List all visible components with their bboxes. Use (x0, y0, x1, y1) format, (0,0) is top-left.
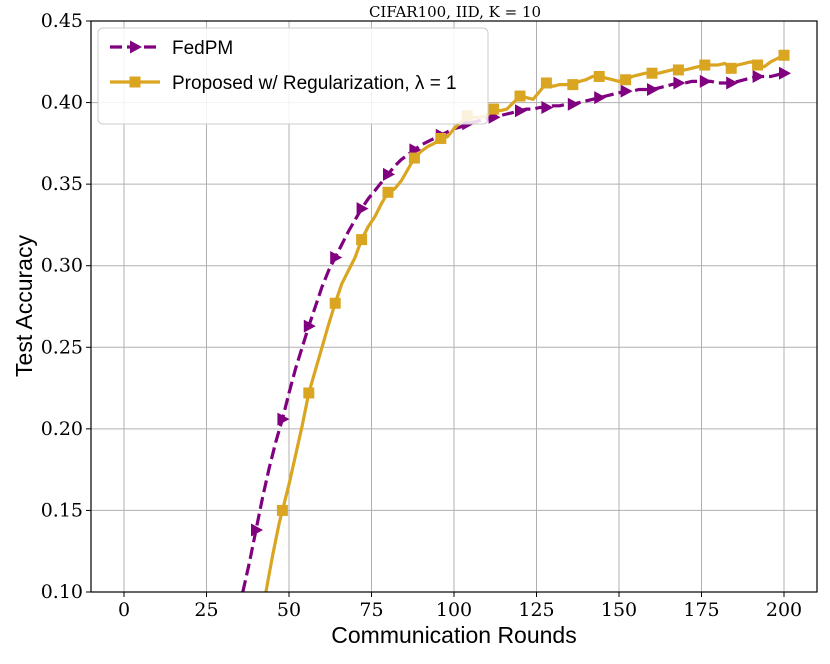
data-point (620, 74, 632, 86)
legend-label: FedPM (172, 38, 233, 59)
data-point (382, 186, 394, 198)
data-point (752, 59, 764, 71)
data-point (620, 84, 633, 98)
x-tick-label: 75 (359, 599, 383, 621)
x-tick-label: 125 (518, 599, 554, 621)
y-tick-label: 0.20 (41, 418, 83, 440)
data-point (277, 412, 290, 426)
x-tick-label: 175 (683, 599, 719, 621)
series-line (241, 71, 785, 593)
data-point (435, 132, 447, 144)
data-point (303, 387, 315, 399)
data-point (329, 297, 341, 309)
x-tick-label: 0 (118, 599, 130, 621)
y-tick-label: 0.45 (41, 10, 83, 32)
data-point (673, 76, 686, 90)
y-tick-label: 0.15 (41, 499, 83, 521)
legend: FedPM Proposed w/ Regularization, λ = 1 (97, 27, 489, 125)
data-point (514, 90, 526, 102)
data-point (646, 67, 658, 79)
series-proposed (264, 49, 790, 593)
data-point (330, 251, 343, 265)
y-tick-label: 0.30 (41, 255, 83, 277)
y-axis-label: Test Accuracy (11, 235, 37, 377)
data-point (752, 69, 765, 83)
data-point (567, 79, 579, 91)
data-point (647, 83, 659, 97)
legend-label: Proposed w/ Regularization, λ = 1 (172, 73, 457, 94)
series-layer (241, 49, 791, 593)
data-point (725, 62, 737, 74)
data-point (540, 77, 552, 89)
data-point (356, 234, 368, 246)
series-fedpm (241, 66, 791, 593)
data-point (383, 167, 395, 181)
x-tick-label: 50 (277, 599, 301, 621)
data-point (408, 152, 420, 164)
legend-marker (130, 40, 142, 54)
series-line (264, 53, 785, 593)
x-tick-label: 150 (601, 599, 637, 621)
legend-entry: FedPM (110, 38, 233, 59)
data-point (356, 202, 369, 216)
chart-title: CIFAR100, IID, K = 10 (369, 3, 541, 21)
y-tick-label: 0.40 (41, 92, 83, 114)
data-point (488, 103, 500, 115)
x-tick-label: 200 (766, 599, 802, 621)
data-point (567, 97, 580, 111)
data-point (515, 104, 527, 118)
x-axis-label: Communication Rounds (331, 622, 576, 648)
ticks: 0 25 50 75 100 125 150 175 200 0.10 0.15 0.20 0.25 0.… (41, 10, 802, 621)
data-point (593, 70, 605, 82)
data-point (251, 523, 263, 537)
data-point (672, 64, 684, 76)
data-point (699, 59, 711, 71)
data-point (276, 504, 288, 516)
data-point (303, 319, 316, 333)
data-point (541, 100, 554, 114)
y-tick-label: 0.25 (41, 336, 83, 358)
x-tick-label: 100 (436, 599, 472, 621)
data-point (778, 49, 790, 61)
legend-entry: Proposed w/ Regularization, λ = 1 (110, 73, 457, 94)
data-point (726, 76, 739, 90)
data-point (699, 74, 712, 88)
x-tick-label: 25 (194, 599, 218, 621)
legend-marker (129, 76, 141, 88)
y-tick-label: 0.35 (41, 173, 83, 195)
y-tick-label: 0.10 (41, 581, 83, 603)
data-point (779, 66, 791, 80)
legend-box (97, 27, 489, 125)
data-point (594, 91, 607, 105)
